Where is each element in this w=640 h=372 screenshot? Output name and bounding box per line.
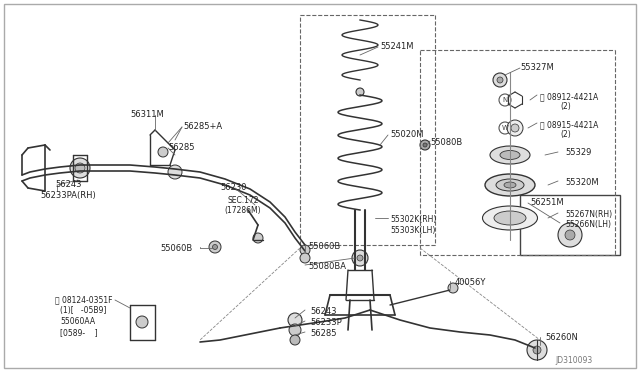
Circle shape (507, 120, 523, 136)
Text: 55267N(RH): 55267N(RH) (565, 210, 612, 219)
Circle shape (288, 313, 302, 327)
Text: 56230: 56230 (220, 183, 246, 192)
Text: 55060B: 55060B (308, 242, 340, 251)
Circle shape (533, 346, 541, 354)
Circle shape (168, 165, 182, 179)
Circle shape (420, 140, 430, 150)
Text: 55329: 55329 (565, 148, 591, 157)
Text: W: W (502, 125, 509, 131)
Text: Ⓑ 08124-0351F: Ⓑ 08124-0351F (55, 295, 113, 304)
Text: (2): (2) (560, 130, 571, 139)
Text: 40056Y: 40056Y (455, 278, 486, 287)
Text: (2): (2) (560, 102, 571, 111)
Text: 56285: 56285 (168, 143, 195, 152)
Text: 55266N(LH): 55266N(LH) (565, 220, 611, 229)
Text: 55302K(RH): 55302K(RH) (390, 215, 436, 224)
Circle shape (511, 124, 519, 132)
Circle shape (565, 230, 575, 240)
Circle shape (158, 147, 168, 157)
Text: 55060B: 55060B (160, 244, 192, 253)
Circle shape (527, 340, 547, 360)
Circle shape (300, 253, 310, 263)
Circle shape (493, 73, 507, 87)
Text: 56285+A: 56285+A (183, 122, 222, 131)
Circle shape (357, 255, 363, 261)
Circle shape (300, 245, 310, 255)
Bar (520, 195, 620, 255)
Text: 55080BA: 55080BA (308, 262, 346, 271)
Text: 56243: 56243 (55, 180, 81, 189)
Circle shape (209, 241, 221, 253)
Text: 56233PA(RH): 56233PA(RH) (40, 191, 96, 200)
Text: 55241M: 55241M (380, 42, 413, 51)
Ellipse shape (483, 206, 538, 230)
Circle shape (75, 163, 85, 173)
Ellipse shape (500, 151, 520, 160)
Text: ⓦ 08915-4421A: ⓦ 08915-4421A (540, 120, 598, 129)
Text: 55320M: 55320M (565, 178, 598, 187)
Circle shape (352, 250, 368, 266)
Ellipse shape (504, 182, 516, 188)
Text: JD310093: JD310093 (555, 356, 592, 365)
Circle shape (289, 324, 301, 336)
Text: 55080B: 55080B (430, 138, 462, 147)
Circle shape (558, 223, 582, 247)
Text: [0589-    ]: [0589- ] (60, 328, 98, 337)
Circle shape (253, 233, 263, 243)
Text: 56251M: 56251M (530, 198, 564, 207)
Text: 55060AA: 55060AA (60, 317, 95, 326)
Text: 56243: 56243 (310, 307, 337, 316)
Text: 56260N: 56260N (545, 333, 578, 342)
Ellipse shape (490, 146, 530, 164)
Text: 55020M: 55020M (390, 130, 424, 139)
Circle shape (212, 244, 218, 250)
Text: 56233P: 56233P (310, 318, 342, 327)
Circle shape (70, 158, 90, 178)
Circle shape (448, 283, 458, 293)
Text: N: N (502, 97, 508, 103)
Text: 55303K(LH): 55303K(LH) (390, 226, 435, 235)
Text: 56311M: 56311M (130, 110, 164, 119)
Text: ⓝ 08912-4421A: ⓝ 08912-4421A (540, 92, 598, 101)
Text: (17286M): (17286M) (224, 206, 260, 215)
Text: (1)[   -05B9]: (1)[ -05B9] (60, 306, 106, 315)
Text: SEC.172: SEC.172 (228, 196, 259, 205)
Text: 55327M: 55327M (520, 63, 554, 72)
Circle shape (497, 77, 503, 83)
Circle shape (136, 316, 148, 328)
Ellipse shape (494, 211, 526, 225)
Ellipse shape (485, 174, 535, 196)
Ellipse shape (496, 179, 524, 191)
Circle shape (356, 88, 364, 96)
Circle shape (423, 143, 427, 147)
Text: 56285: 56285 (310, 329, 337, 338)
Circle shape (290, 335, 300, 345)
